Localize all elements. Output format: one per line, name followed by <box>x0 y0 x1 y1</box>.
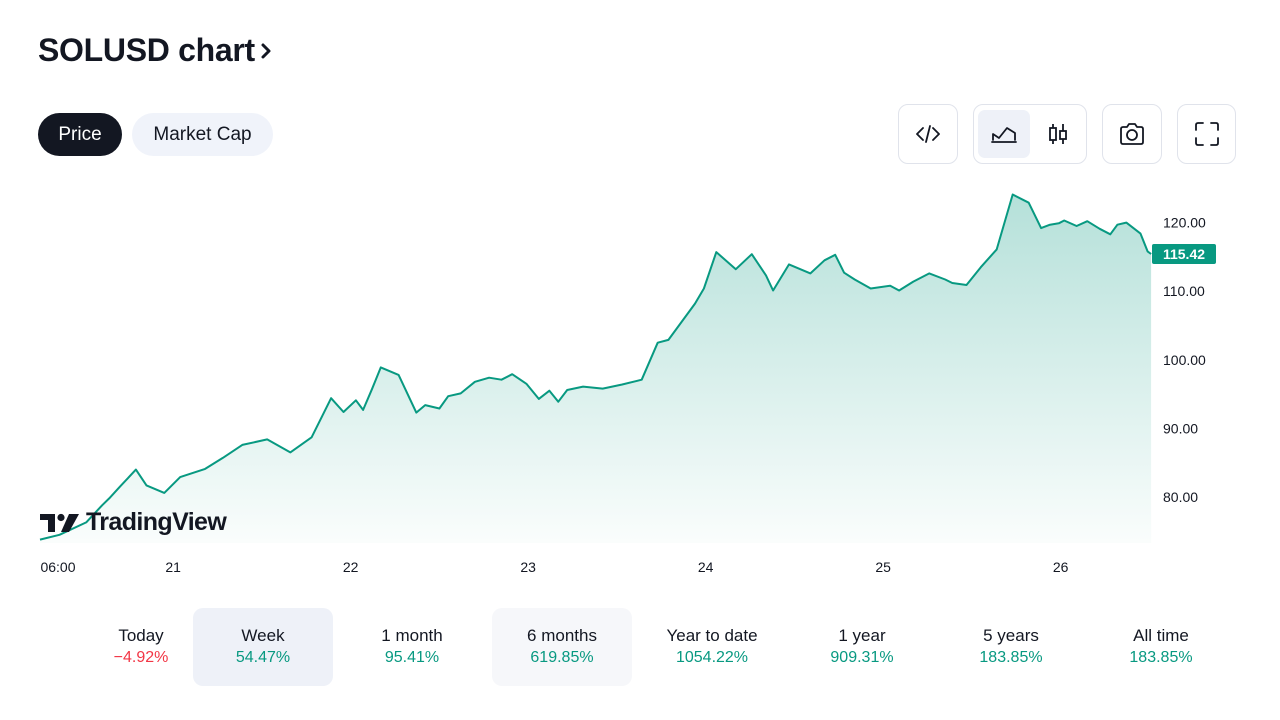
x-tick-label: 23 <box>520 559 536 575</box>
camera-icon <box>1120 123 1144 145</box>
snapshot-button[interactable] <box>1102 104 1162 164</box>
area-chart-icon <box>991 127 1017 143</box>
period-label: Year to date <box>666 626 758 645</box>
price-line <box>39 193 1152 541</box>
y-tick-label: 110.00 <box>1163 283 1205 299</box>
chevron-right-icon <box>259 40 275 62</box>
last-price-label: 115.42 <box>1163 246 1205 262</box>
y-tick-label: 100.00 <box>1163 352 1206 368</box>
x-tick-label: 21 <box>165 559 181 575</box>
last-price-tag: 115.42 <box>1152 244 1216 265</box>
candlestick-button[interactable] <box>1032 110 1084 158</box>
x-tick-label: 25 <box>875 559 891 575</box>
period-all-time[interactable]: All time 183.85% <box>1091 608 1231 686</box>
chart-style-group <box>973 104 1087 164</box>
period-1-month[interactable]: 1 month 95.41% <box>342 608 482 686</box>
period-change: 619.85% <box>530 649 594 666</box>
period-week[interactable]: Week 54.47% <box>193 608 333 686</box>
tradingview-watermark[interactable]: TradingView <box>39 508 227 537</box>
period-change: 909.31% <box>830 649 894 666</box>
period-label: All time <box>1133 626 1189 645</box>
period-change: 1054.22% <box>675 649 749 666</box>
tab-price-label: Price <box>58 123 102 145</box>
tab-market-cap[interactable]: Market Cap <box>132 113 273 156</box>
period-5-years[interactable]: 5 years 183.85% <box>941 608 1081 686</box>
y-tick-label: 80.00 <box>1163 489 1198 505</box>
period-change: 183.85% <box>979 649 1043 666</box>
period-1-year[interactable]: 1 year 909.31% <box>792 608 932 686</box>
period-change: 95.41% <box>384 649 440 666</box>
fullscreen-icon <box>1194 122 1219 146</box>
candlestick-icon <box>1049 124 1067 144</box>
x-tick-label: 26 <box>1053 559 1069 575</box>
y-tick-label: 90.00 <box>1163 420 1198 436</box>
period-label: Week <box>241 626 285 645</box>
period-6-months[interactable]: 6 months 619.85% <box>492 608 632 686</box>
area-chart-button[interactable] <box>978 110 1030 158</box>
code-embed-icon <box>916 125 940 143</box>
period-label: 5 years <box>983 626 1039 645</box>
x-tick-label: 24 <box>698 559 714 575</box>
embed-button[interactable] <box>898 104 958 164</box>
period-change: 54.47% <box>235 649 291 666</box>
period-label: 6 months <box>527 626 597 645</box>
period-today[interactable]: Today −4.92% <box>71 608 211 686</box>
period-change: −4.92% <box>113 649 169 666</box>
tradingview-logo-icon <box>40 513 79 532</box>
performance-periods: Today −4.92% Week 54.47% 1 month 95.41% … <box>42 608 1242 686</box>
y-axis: 80.00 90.00 100.00 110.00 120.00 <box>1163 215 1206 505</box>
price-chart[interactable]: 80.00 90.00 100.00 110.00 120.00 06:00 21 22 23… <box>0 178 1280 588</box>
period-label: Today <box>118 626 164 645</box>
tab-price[interactable]: Price <box>38 113 122 156</box>
tradingview-wordmark: TradingView <box>86 508 227 536</box>
period-year-to-date[interactable]: Year to date 1054.22% <box>642 608 782 686</box>
price-area-fill <box>40 194 1152 543</box>
x-axis: 06:00 21 22 23 24 25 26 <box>40 559 1068 575</box>
period-label: 1 year <box>838 626 886 645</box>
x-tick-label: 22 <box>343 559 359 575</box>
page-title: SOLUSD chart <box>38 32 255 68</box>
period-label: 1 month <box>381 626 443 645</box>
chart-title-link[interactable]: SOLUSD chart <box>38 32 275 69</box>
tab-market-cap-label: Market Cap <box>153 123 252 145</box>
fullscreen-button[interactable] <box>1177 104 1236 164</box>
x-tick-label: 06:00 <box>40 559 75 575</box>
period-change: 183.85% <box>1129 649 1193 666</box>
y-tick-label: 120.00 <box>1163 215 1206 231</box>
